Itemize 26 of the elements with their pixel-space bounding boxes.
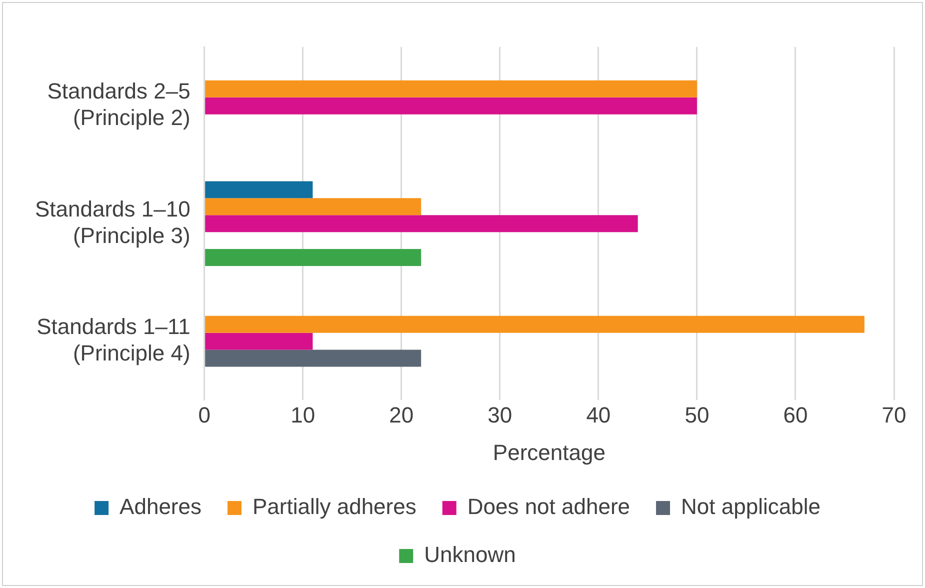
- y-tick-label: Standards 2–5 (Principle 2): [47, 78, 190, 130]
- x-tick-label: 0: [198, 402, 210, 428]
- x-tick-label: 20: [389, 402, 414, 428]
- bar: [205, 350, 422, 367]
- bar: [205, 332, 313, 350]
- bar: [205, 181, 313, 198]
- x-tick-label: 40: [586, 402, 611, 428]
- legend-label: Not applicable: [681, 494, 820, 520]
- bar: [205, 80, 697, 98]
- bar: [205, 198, 422, 216]
- bar: [205, 249, 422, 266]
- bar: [205, 316, 864, 333]
- x-tick-label: 10: [290, 402, 316, 428]
- bar: [205, 215, 638, 232]
- legend-label: Does not adhere: [467, 494, 630, 520]
- y-tick-label: Standards 1–10 (Principle 3): [35, 196, 190, 248]
- x-tick-label: 50: [684, 402, 710, 428]
- x-axis-title: Percentage: [492, 440, 606, 465]
- bar: [205, 97, 697, 114]
- x-tick-label: 60: [783, 402, 808, 428]
- x-tick-label: 70: [882, 402, 906, 428]
- y-tick-label: Standards 1–11 (Principle 4): [36, 314, 190, 366]
- legend-label: Adheres: [120, 494, 202, 520]
- legend-label: Partially adheres: [252, 494, 416, 520]
- legend-label: Unknown: [424, 542, 516, 568]
- x-tick-label: 30: [488, 402, 512, 428]
